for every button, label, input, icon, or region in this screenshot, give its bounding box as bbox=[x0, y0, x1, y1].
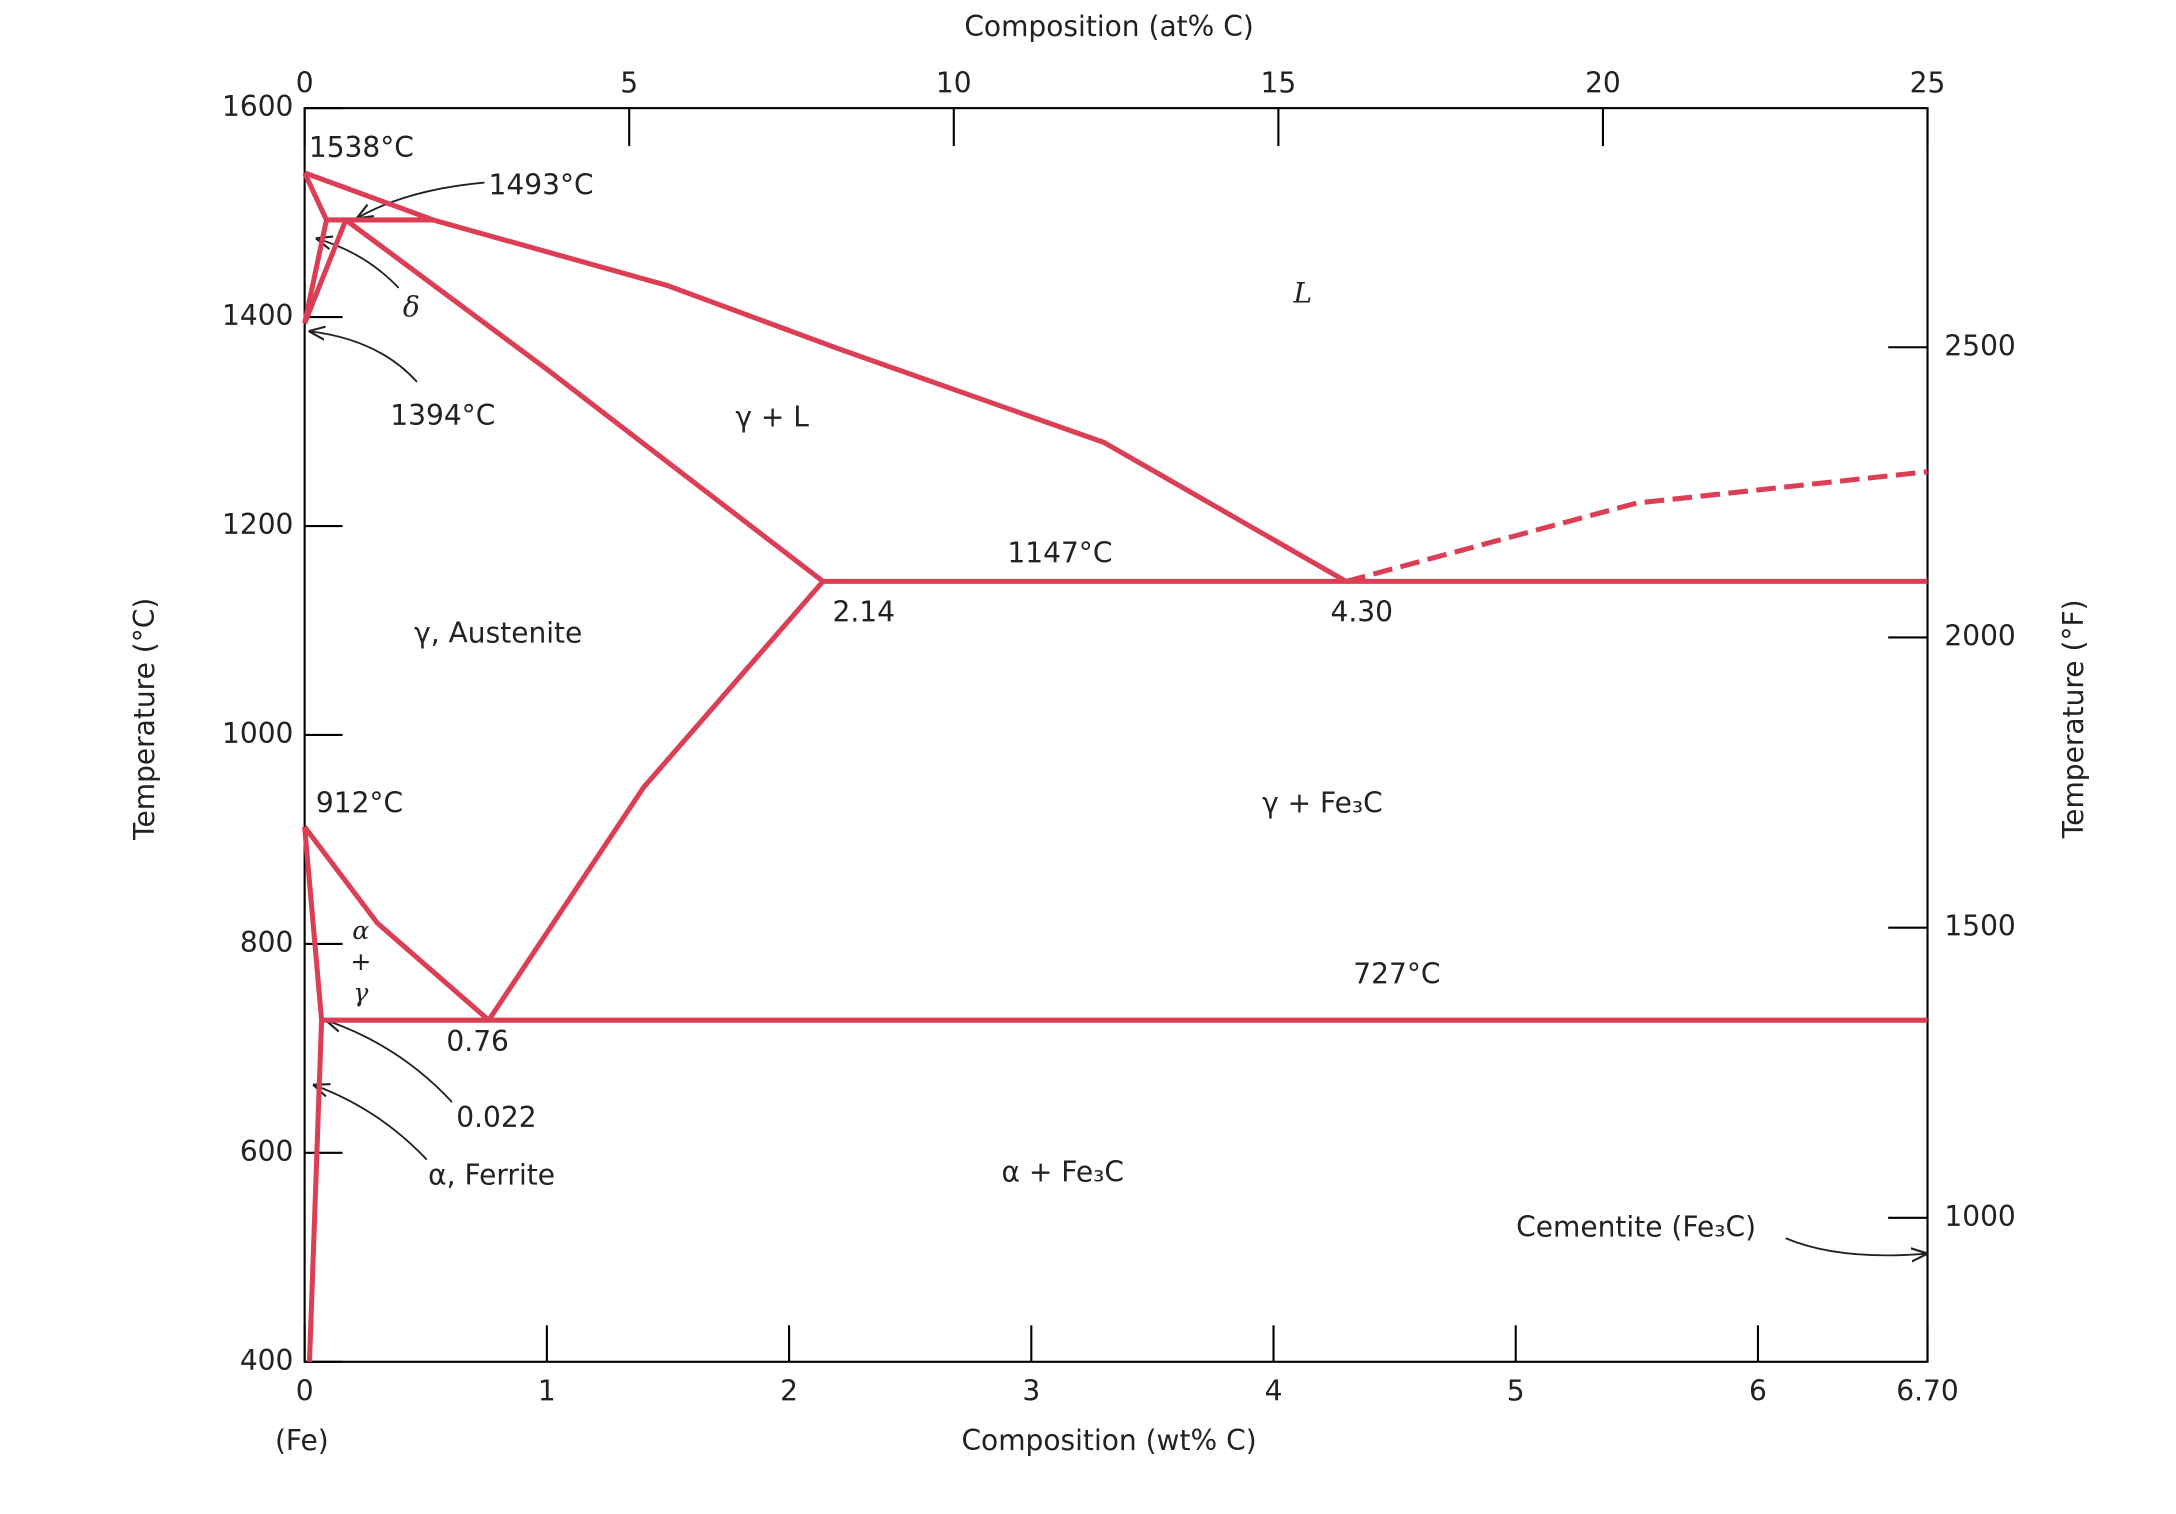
region-label: γ + Fe₃C bbox=[1262, 786, 1383, 819]
region-label: γ + L bbox=[735, 400, 809, 433]
x-tick-label: 1 bbox=[538, 1375, 556, 1408]
x-tick-label: 6.70 bbox=[1896, 1375, 1958, 1408]
region-label: L bbox=[1292, 276, 1312, 309]
x-tick-label: 0 bbox=[296, 1375, 314, 1408]
region-label: 1493°C bbox=[489, 169, 594, 202]
leader-cementite bbox=[1785, 1237, 1926, 1255]
x2-tick-label: 10 bbox=[936, 66, 972, 99]
alpha-gamma-label: γ bbox=[353, 978, 369, 1007]
region-label: γ, Austenite bbox=[414, 617, 582, 650]
phase-boundary bbox=[302, 826, 325, 1362]
x-tick-label: 4 bbox=[1265, 1375, 1283, 1408]
phase-boundary bbox=[302, 825, 491, 1023]
region-label: 4.30 bbox=[1331, 596, 1393, 629]
y2-axis-label: Temperature (°F) bbox=[2057, 599, 2090, 839]
leader-ferrite bbox=[314, 1085, 428, 1161]
leader-0022 bbox=[327, 1021, 453, 1103]
x2-tick-label: 25 bbox=[1910, 66, 1946, 99]
x-tick-label: 6 bbox=[1749, 1375, 1767, 1408]
phase-boundary bbox=[303, 170, 1348, 584]
phase-boundary bbox=[302, 218, 349, 325]
phase-boundary bbox=[302, 171, 329, 221]
alpha-gamma-label: + bbox=[350, 947, 371, 976]
x-axis-label: Composition (wt% C) bbox=[961, 1424, 1256, 1457]
region-label: α + Fe₃C bbox=[1001, 1156, 1124, 1189]
region-label: Cementite (Fe₃C) bbox=[1516, 1210, 1756, 1243]
phase-boundary bbox=[1345, 469, 1928, 584]
region-label: 2.14 bbox=[832, 596, 894, 629]
region-label: 1147°C bbox=[1007, 537, 1112, 570]
x2-tick-label: 20 bbox=[1585, 66, 1621, 99]
region-label: 0.76 bbox=[446, 1025, 508, 1058]
region-label: 0.022 bbox=[456, 1101, 536, 1134]
region-label: 1538°C bbox=[309, 131, 414, 164]
x2-axis-label: Composition (at% C) bbox=[964, 10, 1253, 43]
y-tick-label: 800 bbox=[240, 926, 294, 959]
y-axis-label: Temperature (°C) bbox=[128, 598, 161, 841]
alpha-gamma-label: α bbox=[352, 916, 369, 945]
y-tick-label: 1000 bbox=[222, 717, 293, 750]
x2-tick-label: 15 bbox=[1261, 66, 1297, 99]
phase-boundary bbox=[302, 219, 329, 324]
leader-delta bbox=[317, 239, 400, 289]
y-tick-label: 1600 bbox=[222, 90, 293, 123]
leader-1493 bbox=[358, 181, 485, 218]
y2-tick-label: 1000 bbox=[1944, 1200, 2015, 1233]
region-label: 1394°C bbox=[390, 399, 495, 432]
x-tick-label: 3 bbox=[1022, 1375, 1040, 1408]
y2-tick-label: 1500 bbox=[1944, 910, 2015, 943]
y-tick-label: 600 bbox=[240, 1135, 294, 1168]
y2-tick-label: 2500 bbox=[1944, 329, 2015, 362]
y-tick-label: 400 bbox=[240, 1344, 294, 1377]
x2-tick-label: 0 bbox=[296, 66, 314, 99]
region-label: δ bbox=[403, 290, 420, 323]
x-origin-label: (Fe) bbox=[275, 1424, 329, 1457]
y-tick-label: 1200 bbox=[222, 508, 293, 541]
region-label: α, Ferrite bbox=[428, 1158, 555, 1191]
x-tick-label: 5 bbox=[1507, 1375, 1525, 1408]
x2-tick-label: 5 bbox=[620, 66, 638, 99]
leader-1394 bbox=[310, 331, 418, 383]
phase-boundary bbox=[344, 217, 825, 584]
y2-tick-label: 2000 bbox=[1944, 619, 2015, 652]
x-tick-label: 2 bbox=[780, 1375, 798, 1408]
region-label: 727°C bbox=[1353, 958, 1440, 991]
y-tick-label: 1400 bbox=[222, 299, 293, 332]
region-label: 912°C bbox=[316, 786, 403, 819]
phase-boundary bbox=[486, 579, 825, 1022]
